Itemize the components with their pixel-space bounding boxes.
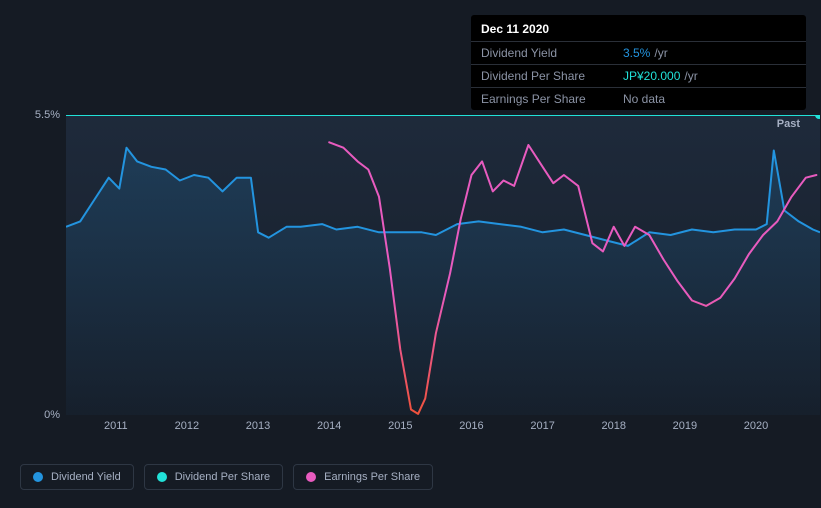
legend-item[interactable]: Earnings Per Share bbox=[293, 464, 433, 490]
legend-label: Earnings Per Share bbox=[324, 471, 420, 483]
tooltip-row-label: Dividend Per Share bbox=[481, 68, 623, 84]
legend-label: Dividend Yield bbox=[51, 471, 121, 483]
x-tick-label: 2017 bbox=[530, 420, 554, 432]
legend-swatch bbox=[33, 472, 43, 482]
x-tick-label: 2020 bbox=[744, 420, 768, 432]
legend-item[interactable]: Dividend Yield bbox=[20, 464, 134, 490]
legend-swatch bbox=[157, 472, 167, 482]
legend-swatch bbox=[306, 472, 316, 482]
x-tick-label: 2015 bbox=[388, 420, 412, 432]
x-tick-label: 2013 bbox=[246, 420, 270, 432]
tooltip-row-value: JP¥20.000 bbox=[623, 68, 680, 84]
tooltip-row-value: 3.5% bbox=[623, 45, 650, 61]
tooltip-date: Dec 11 2020 bbox=[471, 15, 806, 41]
tooltip-row-suffix: /yr bbox=[654, 45, 667, 61]
x-tick-label: 2012 bbox=[175, 420, 199, 432]
tooltip-row-value: No data bbox=[623, 91, 665, 107]
tooltip-row-label: Earnings Per Share bbox=[481, 91, 623, 107]
plot-area[interactable] bbox=[66, 115, 820, 415]
past-label: Past bbox=[777, 118, 800, 130]
x-tick-label: 2018 bbox=[601, 420, 625, 432]
legend-item[interactable]: Dividend Per Share bbox=[144, 464, 283, 490]
tooltip-row-suffix: /yr bbox=[684, 68, 697, 84]
x-tick-label: 2016 bbox=[459, 420, 483, 432]
tooltip-row: Dividend Yield 3.5% /yr bbox=[471, 41, 806, 64]
legend: Dividend Yield Dividend Per Share Earnin… bbox=[20, 464, 433, 490]
y-tick-label: 5.5% bbox=[35, 109, 60, 121]
tooltip-row: Earnings Per Share No data bbox=[471, 87, 806, 110]
tooltip-row-label: Dividend Yield bbox=[481, 45, 623, 61]
x-tick-label: 2019 bbox=[673, 420, 697, 432]
y-tick-label: 0% bbox=[44, 409, 60, 421]
x-tick-label: 2014 bbox=[317, 420, 341, 432]
x-tick-label: 2011 bbox=[104, 420, 128, 432]
tooltip-row: Dividend Per Share JP¥20.000 /yr bbox=[471, 64, 806, 87]
legend-label: Dividend Per Share bbox=[175, 471, 270, 483]
tooltip: Dec 11 2020 Dividend Yield 3.5% /yr Divi… bbox=[471, 15, 806, 110]
